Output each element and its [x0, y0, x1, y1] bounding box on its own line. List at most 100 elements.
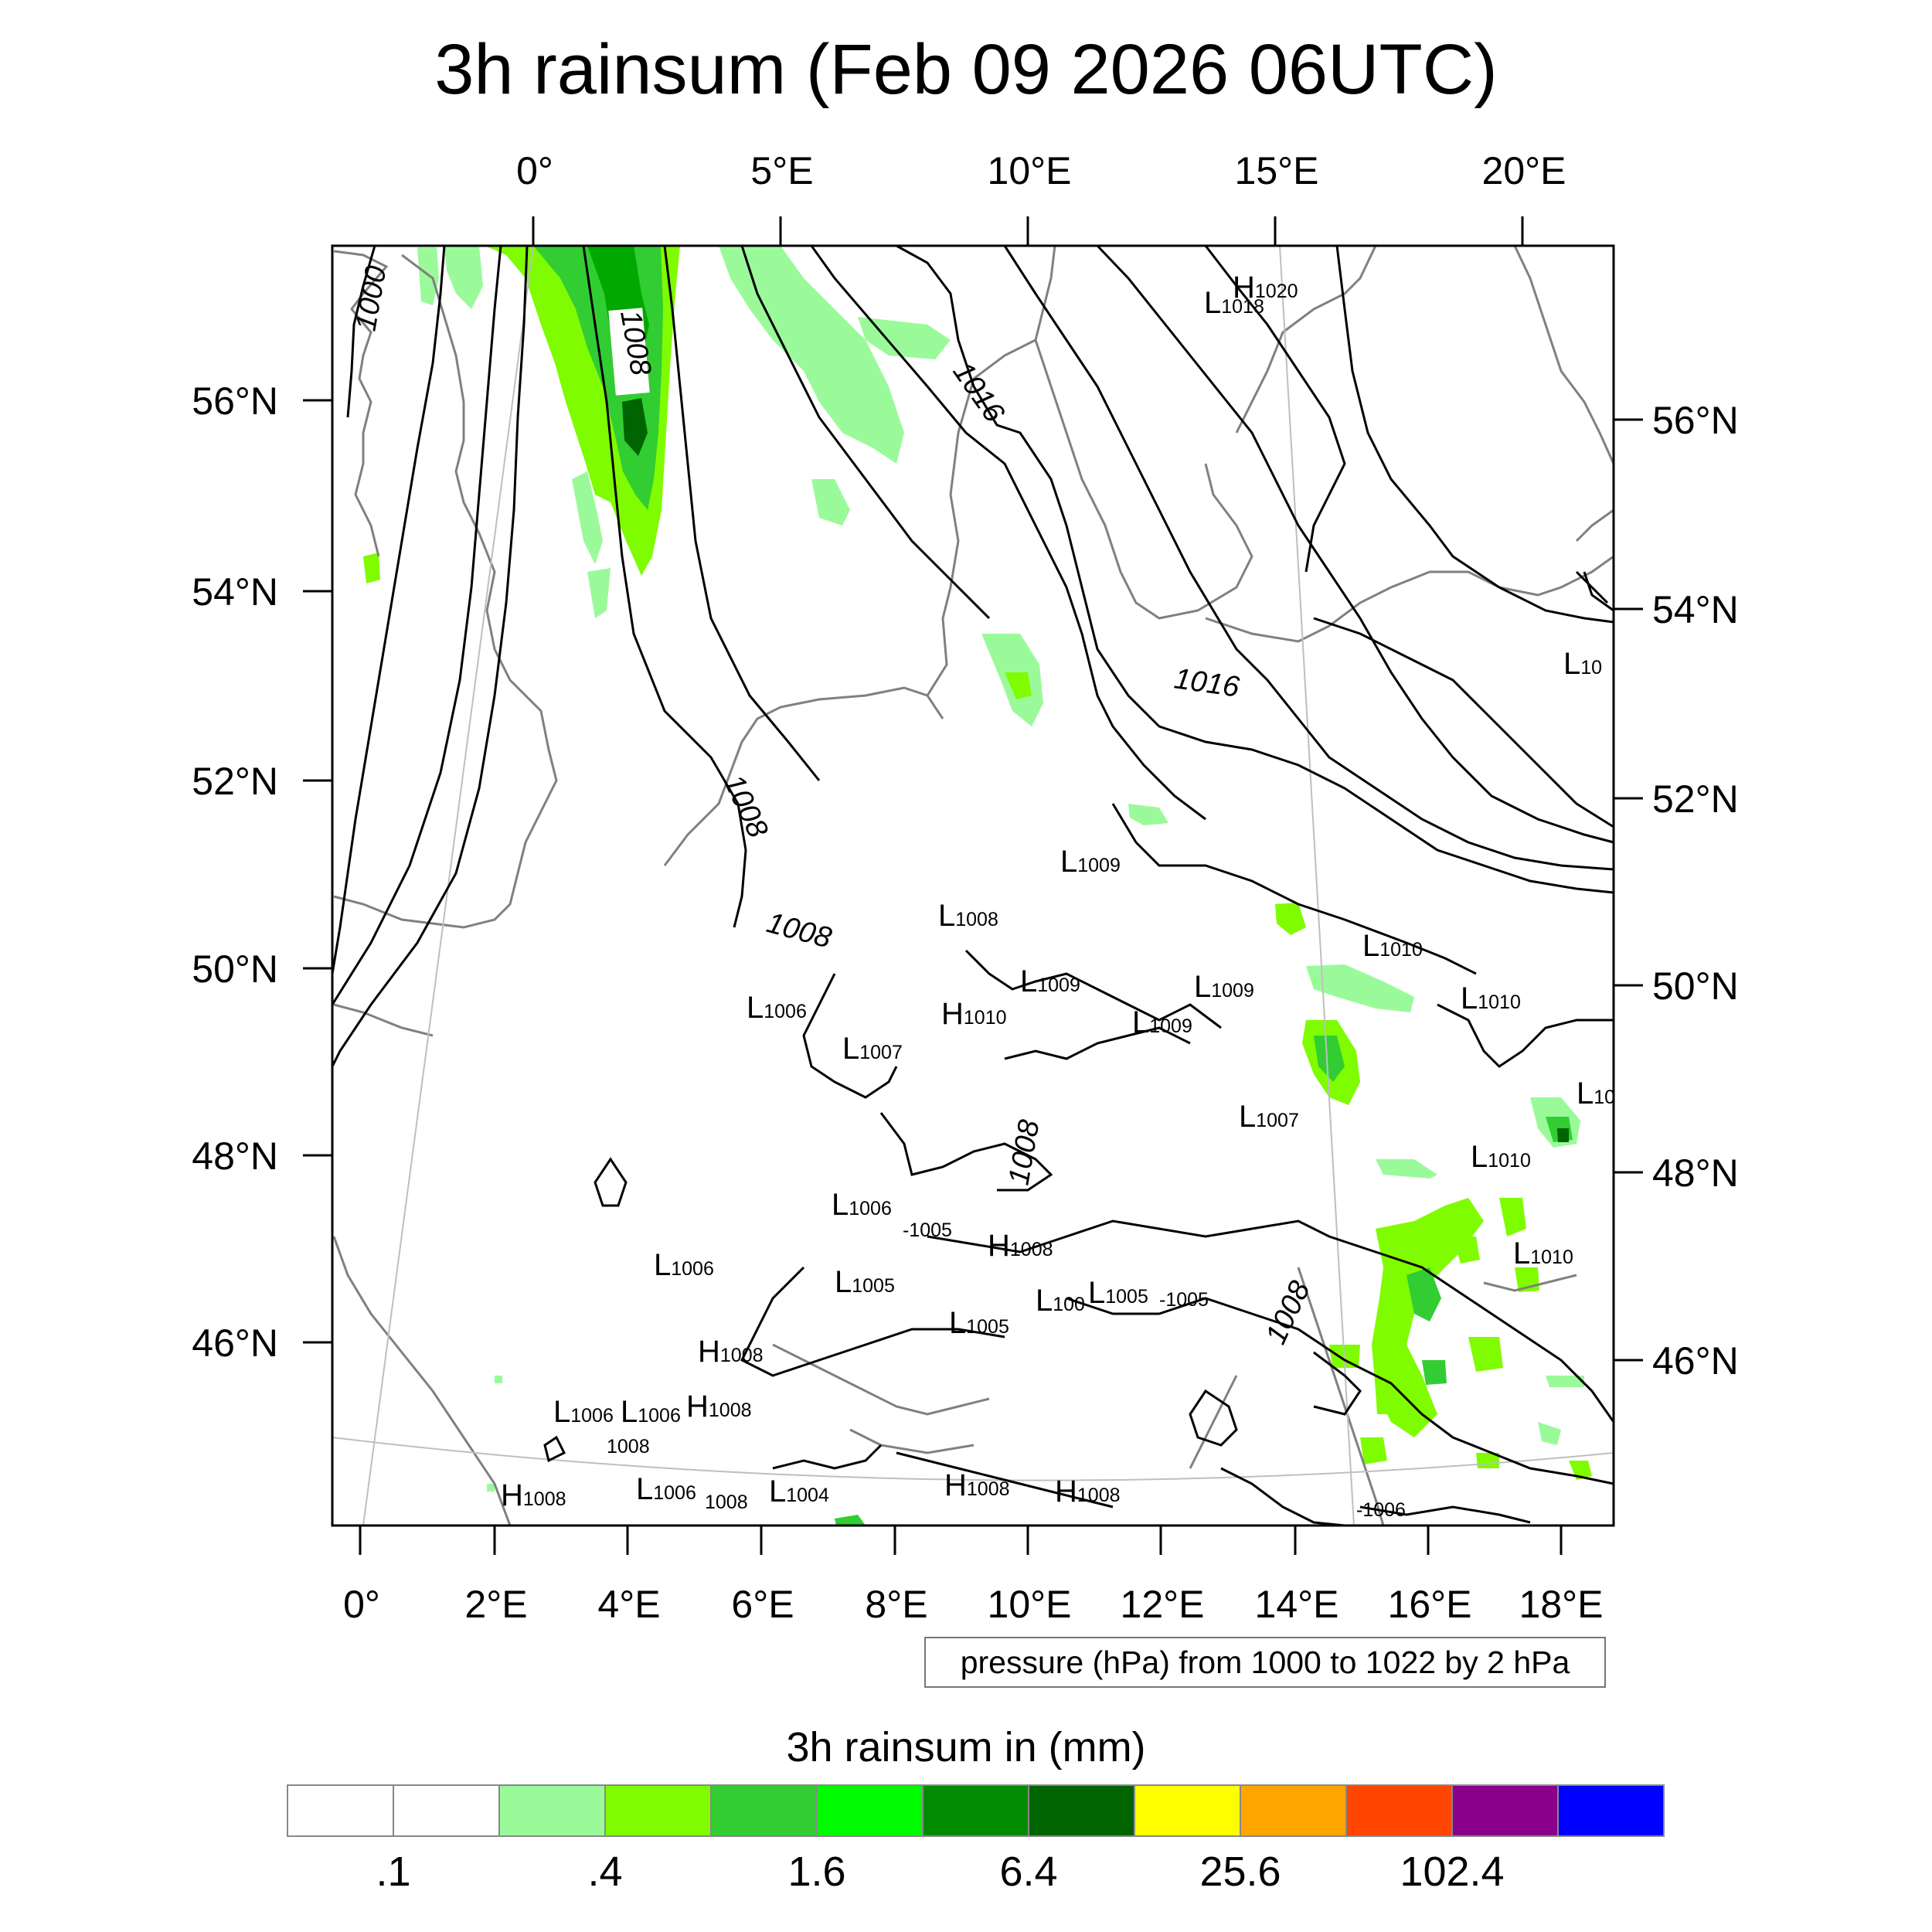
pressure-center: H1010: [941, 997, 1007, 1031]
pressure-center: H1008: [698, 1335, 764, 1369]
coastlines: [332, 245, 1615, 1526]
pressure-center: L1010: [1362, 929, 1423, 963]
colorbar-swatch: [1557, 1784, 1665, 1837]
pressure-center: L10: [1563, 647, 1602, 681]
pressure-center: L1007: [1239, 1100, 1299, 1134]
colorbar-swatch: [498, 1784, 606, 1837]
rain-field-central-europe: [487, 903, 1592, 1526]
pressure-center: L10: [1577, 1077, 1615, 1111]
pressure-center: L1010: [1513, 1236, 1573, 1270]
pressure-center: L1006: [636, 1472, 696, 1506]
pressure-center: L1004: [769, 1475, 829, 1509]
pressure-center: L1006: [621, 1395, 681, 1429]
pressure-center: L1006: [832, 1188, 892, 1222]
colorbar-labels: .1 .4 1.6 6.4 25.6 102.4: [376, 1849, 1504, 1895]
axis-label: 6°E: [731, 1583, 794, 1626]
axis-label: 48°N: [1652, 1151, 1739, 1195]
pressure-center: L1005: [1088, 1276, 1148, 1310]
left-latitude-labels: 56°N 54°N 52°N 50°N 48°N 46°N: [192, 379, 278, 1365]
pressure-center: H1008: [988, 1229, 1053, 1263]
colorbar-swatch: [1451, 1784, 1559, 1837]
axis-label: 8°E: [865, 1583, 927, 1626]
colorbar-tick-label: 25.6: [1199, 1849, 1281, 1895]
axis-label: 52°N: [192, 760, 278, 803]
colorbar-swatch: [604, 1784, 712, 1837]
pressure-center: L1006: [654, 1248, 714, 1282]
rain-field-north-band: [719, 246, 1168, 825]
axis-label: 14°E: [1255, 1583, 1339, 1626]
axis-ticks: [303, 216, 1643, 1555]
colorbar: [287, 1784, 1665, 1837]
pressure-center: -1005: [903, 1219, 952, 1241]
isobars: [331, 244, 1615, 1527]
colorbar-title: 3h rainsum in (mm): [786, 1724, 1146, 1770]
axis-label: 5°E: [750, 149, 813, 192]
pressure-center: L1005: [949, 1306, 1009, 1340]
contour-info-box: pressure (hPa) from 1000 to 1022 by 2 hP…: [924, 1637, 1606, 1688]
colorbar-swatch: [1240, 1784, 1347, 1837]
pressure-center: H1008: [1055, 1475, 1121, 1509]
axis-label: 50°N: [192, 947, 278, 991]
pressure-center: -1005: [1159, 1289, 1209, 1311]
pressure-center: 1008: [607, 1436, 650, 1458]
axis-label: 16°E: [1388, 1583, 1472, 1626]
colorbar-tick-label: 102.4: [1400, 1849, 1504, 1895]
colorbar-swatch: [287, 1784, 394, 1837]
axis-label: 54°N: [1652, 588, 1739, 631]
pressure-center: L1010: [1471, 1140, 1531, 1174]
pressure-center: L1007: [842, 1032, 903, 1066]
pressure-center: L1006: [747, 991, 807, 1025]
colorbar-swatch: [710, 1784, 818, 1837]
pressure-center: L1010: [1461, 981, 1521, 1015]
axis-label: 2°E: [464, 1583, 527, 1626]
colorbar-swatch: [393, 1784, 500, 1837]
axis-label: 50°N: [1652, 964, 1739, 1008]
pressure-center: L1009: [1132, 1005, 1192, 1039]
axis-label: 0°: [343, 1583, 380, 1626]
pressure-center: L100: [1036, 1284, 1085, 1318]
axis-label: 12°E: [1121, 1583, 1205, 1626]
axis-label: 10°E: [988, 149, 1072, 192]
pressure-center: L1018: [1204, 286, 1264, 320]
colorbar-tick-label: 1.6: [787, 1849, 845, 1895]
axis-label: 0°: [516, 149, 553, 192]
bottom-longitude-labels: 0° 2°E 4°E 6°E 8°E 10°E 12°E 14°E 16°E 1…: [343, 1583, 1603, 1626]
map-title: 3h rainsum (Feb 09 2026 06UTC): [434, 30, 1498, 109]
map-frame: [331, 244, 1615, 1527]
colorbar-tick-label: .4: [587, 1849, 622, 1895]
axis-label: 46°N: [1652, 1339, 1739, 1383]
pressure-center: L1009: [1060, 845, 1121, 879]
axis-label: 54°N: [192, 570, 278, 614]
colorbar-tick-label: 6.4: [999, 1849, 1057, 1895]
top-longitude-labels: 0° 5°E 10°E 15°E 20°E: [516, 149, 1566, 192]
axis-label: 20°E: [1482, 149, 1566, 192]
colorbar-swatch: [1134, 1784, 1241, 1837]
axis-label: 10°E: [988, 1583, 1072, 1626]
pressure-center: L1008: [938, 899, 998, 933]
pressure-center: L1005: [835, 1265, 895, 1299]
colorbar-tick-label: .1: [376, 1849, 410, 1895]
colorbar-swatch: [1028, 1784, 1135, 1837]
pressure-center: H1008: [686, 1389, 752, 1423]
pressure-center: H1008: [944, 1468, 1010, 1502]
pressure-center: L1009: [1194, 970, 1254, 1004]
axis-label: 52°N: [1652, 777, 1739, 821]
pressure-center: 1008: [705, 1492, 748, 1513]
pressure-center: H1008: [501, 1478, 566, 1512]
right-latitude-labels: 56°N 54°N 52°N 50°N 48°N 46°N: [1652, 399, 1739, 1383]
axis-label: 48°N: [192, 1134, 278, 1178]
pressure-center: -1006: [1356, 1499, 1406, 1521]
pressure-center: H1020: [1233, 270, 1298, 304]
axis-label: 15°E: [1235, 149, 1319, 192]
axis-label: 4°E: [597, 1583, 660, 1626]
colorbar-swatch: [816, 1784, 923, 1837]
pressure-center: L1009: [1020, 964, 1080, 998]
axis-label: 46°N: [192, 1321, 278, 1365]
pressure-centers: L1018 H1020 L1009 L1008 L1010 L1009 L100…: [501, 270, 1615, 1521]
map-plot-area: 1000 1008 1016 1008 1008 1016 1008 1008 …: [331, 244, 1615, 1527]
colorbar-swatch: [1345, 1784, 1453, 1837]
axis-label: 56°N: [1652, 399, 1739, 442]
pressure-center: L1006: [553, 1395, 614, 1429]
axis-label: 18°E: [1519, 1583, 1604, 1626]
